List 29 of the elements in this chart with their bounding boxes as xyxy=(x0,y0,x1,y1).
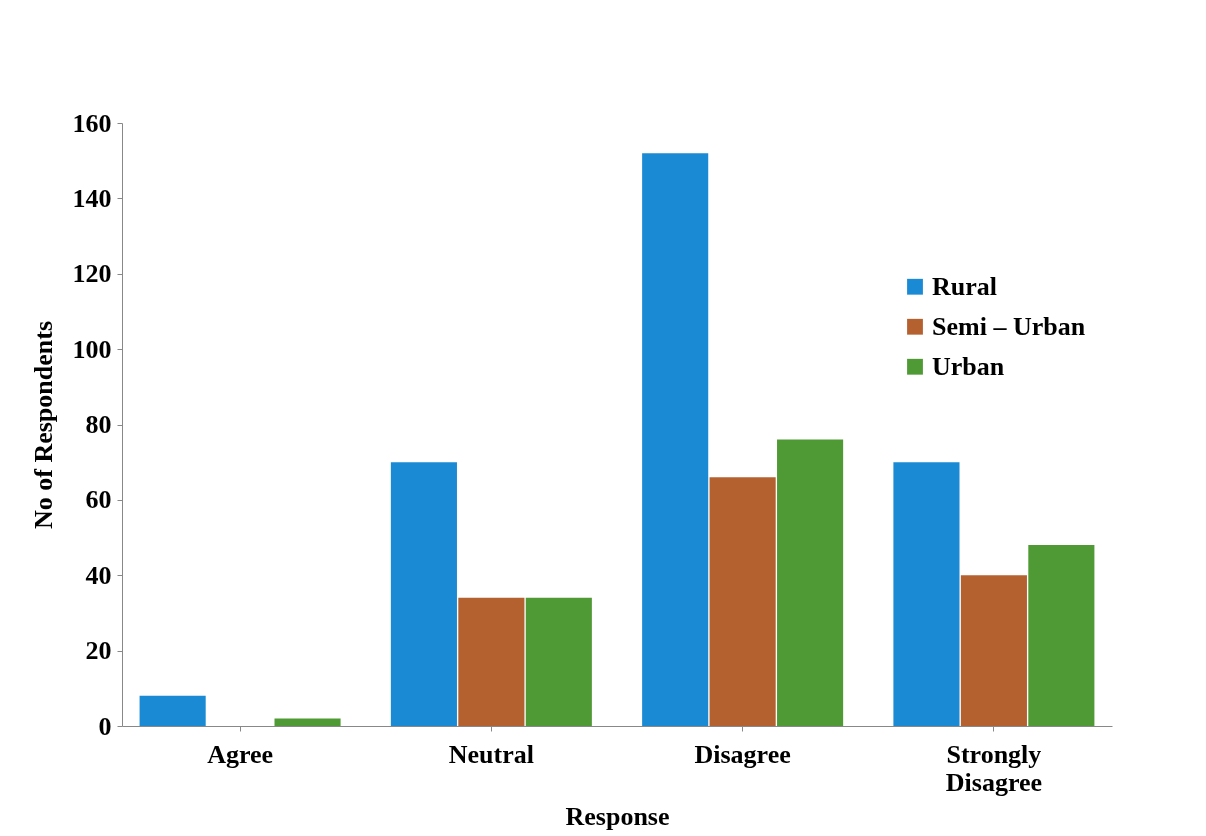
x-tick-label: Disagree xyxy=(694,739,791,769)
bar xyxy=(390,462,457,726)
bar xyxy=(525,597,592,726)
legend-label: Rural xyxy=(932,271,997,301)
y-tick-label: 100 xyxy=(72,334,112,364)
x-axis-title: Response xyxy=(565,801,670,831)
bar xyxy=(139,695,206,726)
bar xyxy=(960,575,1027,726)
x-tick-label: Neutral xyxy=(448,739,534,769)
x-tick-label: Agree xyxy=(207,739,274,769)
bar xyxy=(1028,545,1095,726)
bar xyxy=(777,439,844,726)
y-tick-label: 80 xyxy=(85,410,112,439)
y-tick-label: 120 xyxy=(72,259,112,289)
y-tick-label: 0 xyxy=(98,711,112,741)
bar xyxy=(642,153,709,726)
legend-label: Semi – Urban xyxy=(932,311,1086,341)
bar xyxy=(709,477,776,726)
y-tick-label: 140 xyxy=(72,183,112,213)
y-tick-label: 160 xyxy=(72,108,112,138)
bar xyxy=(893,462,960,726)
y-tick-label: 40 xyxy=(85,560,112,590)
y-tick-label: 60 xyxy=(85,485,112,515)
bar xyxy=(274,718,341,726)
y-tick-label: 20 xyxy=(85,636,112,666)
bar xyxy=(458,597,525,726)
legend-label: Urban xyxy=(932,351,1005,381)
x-tick-label: Strongly Disagree xyxy=(945,739,1043,797)
y-axis-title: No of Respondents xyxy=(28,320,58,530)
